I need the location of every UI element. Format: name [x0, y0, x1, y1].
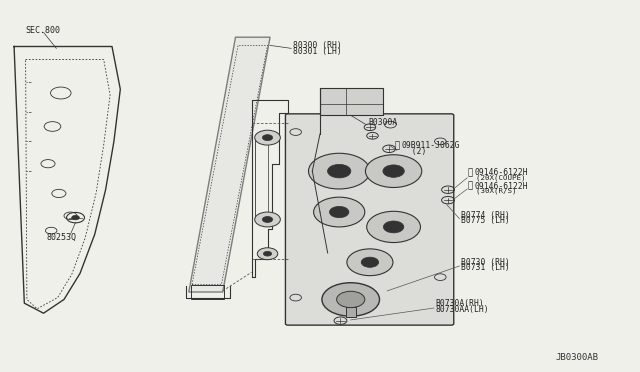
Circle shape — [257, 248, 278, 260]
Text: (2): (2) — [402, 147, 426, 156]
Text: B0730 (RH): B0730 (RH) — [461, 258, 509, 267]
Text: SEC.800: SEC.800 — [26, 26, 61, 35]
Circle shape — [264, 251, 271, 256]
Circle shape — [255, 130, 280, 145]
Text: 80301 (LH): 80301 (LH) — [293, 47, 342, 56]
Text: 09146-6122H: 09146-6122H — [475, 182, 529, 190]
Text: 80300 (RH): 80300 (RH) — [293, 41, 342, 50]
Circle shape — [314, 197, 365, 227]
Bar — [191, 285, 224, 299]
Circle shape — [262, 217, 273, 222]
Circle shape — [383, 221, 404, 233]
Text: B0730A(RH): B0730A(RH) — [435, 299, 484, 308]
Text: 80730AA(LH): 80730AA(LH) — [435, 305, 489, 314]
Text: JB0300AB: JB0300AB — [556, 353, 598, 362]
Circle shape — [383, 165, 404, 177]
Circle shape — [328, 164, 351, 178]
Circle shape — [347, 249, 393, 276]
Text: Ⓑ: Ⓑ — [467, 182, 472, 190]
Text: 09146-6122H: 09146-6122H — [475, 169, 529, 177]
Circle shape — [330, 206, 349, 218]
Circle shape — [262, 135, 273, 141]
Polygon shape — [189, 37, 270, 292]
Text: (20X(COUPE): (20X(COUPE) — [467, 175, 525, 182]
Text: B0731 (LH): B0731 (LH) — [461, 263, 509, 272]
Text: Ⓝ: Ⓝ — [394, 141, 399, 150]
Circle shape — [365, 155, 422, 187]
Bar — [320, 88, 383, 115]
Circle shape — [255, 212, 280, 227]
Circle shape — [361, 257, 379, 267]
Circle shape — [308, 153, 370, 189]
Text: B0300A: B0300A — [368, 118, 397, 127]
Circle shape — [337, 291, 365, 308]
Circle shape — [322, 283, 380, 316]
Circle shape — [72, 215, 79, 220]
Text: B0775 (LH): B0775 (LH) — [461, 216, 509, 225]
Text: 80253Q: 80253Q — [46, 232, 76, 241]
FancyBboxPatch shape — [285, 114, 454, 325]
Text: 09B911-J062G: 09B911-J062G — [402, 141, 460, 150]
Text: B0774 (RH): B0774 (RH) — [461, 211, 509, 219]
Text: (30X(R/S): (30X(R/S) — [467, 188, 516, 195]
Text: Ⓑ: Ⓑ — [467, 169, 472, 177]
Bar — [346, 307, 356, 317]
Circle shape — [367, 211, 420, 243]
